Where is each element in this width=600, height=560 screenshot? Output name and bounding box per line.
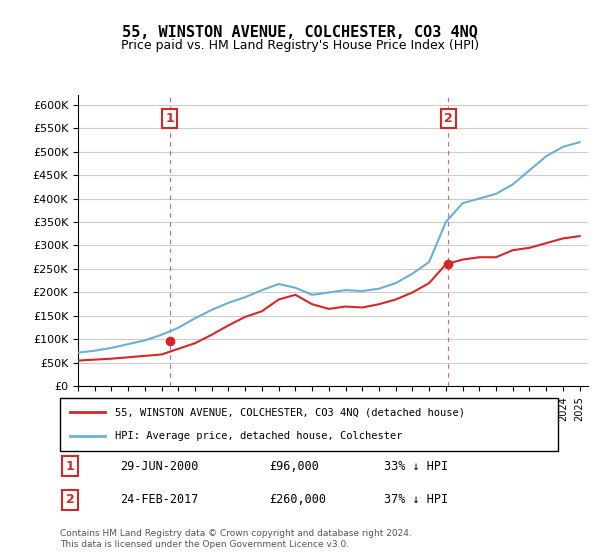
Text: Contains HM Land Registry data © Crown copyright and database right 2024.
This d: Contains HM Land Registry data © Crown c… xyxy=(60,529,412,549)
Text: 55, WINSTON AVENUE, COLCHESTER, CO3 4NQ (detached house): 55, WINSTON AVENUE, COLCHESTER, CO3 4NQ … xyxy=(115,408,465,418)
Text: 2: 2 xyxy=(65,493,74,506)
Text: 1: 1 xyxy=(65,460,74,473)
Text: 29-JUN-2000: 29-JUN-2000 xyxy=(120,460,198,473)
Text: HPI: Average price, detached house, Colchester: HPI: Average price, detached house, Colc… xyxy=(115,431,402,441)
Text: 33% ↓ HPI: 33% ↓ HPI xyxy=(384,460,448,473)
FancyBboxPatch shape xyxy=(60,398,558,451)
Text: 2: 2 xyxy=(444,112,453,125)
Text: 37% ↓ HPI: 37% ↓ HPI xyxy=(384,493,448,506)
Text: £96,000: £96,000 xyxy=(269,460,319,473)
Text: Price paid vs. HM Land Registry's House Price Index (HPI): Price paid vs. HM Land Registry's House … xyxy=(121,39,479,52)
Text: 24-FEB-2017: 24-FEB-2017 xyxy=(120,493,198,506)
Text: 55, WINSTON AVENUE, COLCHESTER, CO3 4NQ: 55, WINSTON AVENUE, COLCHESTER, CO3 4NQ xyxy=(122,25,478,40)
Text: £260,000: £260,000 xyxy=(269,493,326,506)
Text: 1: 1 xyxy=(166,112,175,125)
